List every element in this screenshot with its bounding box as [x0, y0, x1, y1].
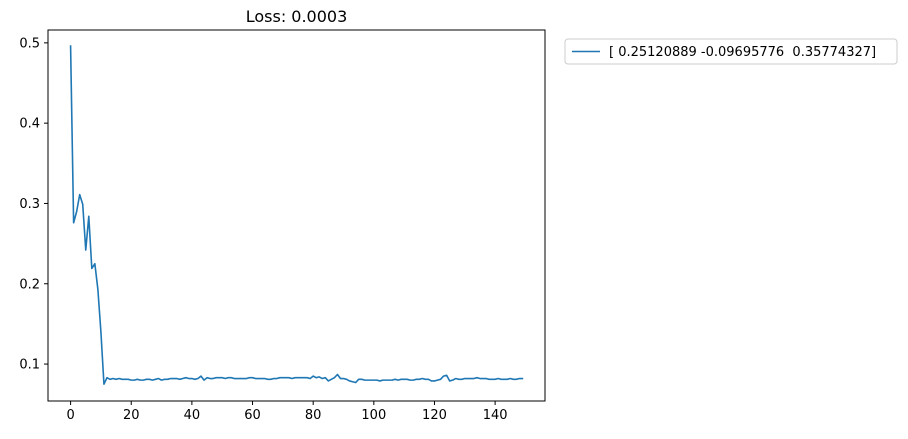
x-tick-label: 100	[361, 408, 386, 423]
y-axis-ticks: 0.1 0.2 0.3 0.4 0.5	[19, 36, 48, 373]
series-lines	[69, 45, 524, 385]
x-tick-label: 120	[422, 408, 447, 423]
x-tick-label: 60	[244, 408, 261, 423]
series-line-0	[69, 45, 524, 385]
x-tick-label: 0	[66, 408, 74, 423]
x-axis-ticks: 0 20 40 60 80 100 120 140	[66, 401, 508, 423]
y-tick-label: 0.1	[19, 358, 40, 373]
y-tick-label: 0.5	[19, 36, 40, 51]
x-tick-label: 80	[305, 408, 322, 423]
legend-box	[564, 38, 898, 65]
y-tick-label: 0.3	[19, 197, 40, 212]
x-tick-label: 140	[483, 408, 508, 423]
chart-title: Loss: 0.0003	[246, 7, 348, 26]
x-tick-label: 20	[123, 408, 140, 423]
legend-label: [ 0.25120889 -0.09695776 0.35774327]	[609, 45, 876, 60]
x-tick-label: 40	[184, 408, 201, 423]
y-tick-label: 0.4	[19, 117, 40, 132]
legend: [ 0.25120889 -0.09695776 0.35774327]	[564, 38, 898, 65]
y-tick-label: 0.2	[19, 277, 40, 292]
plot-area-frame	[47, 29, 546, 402]
